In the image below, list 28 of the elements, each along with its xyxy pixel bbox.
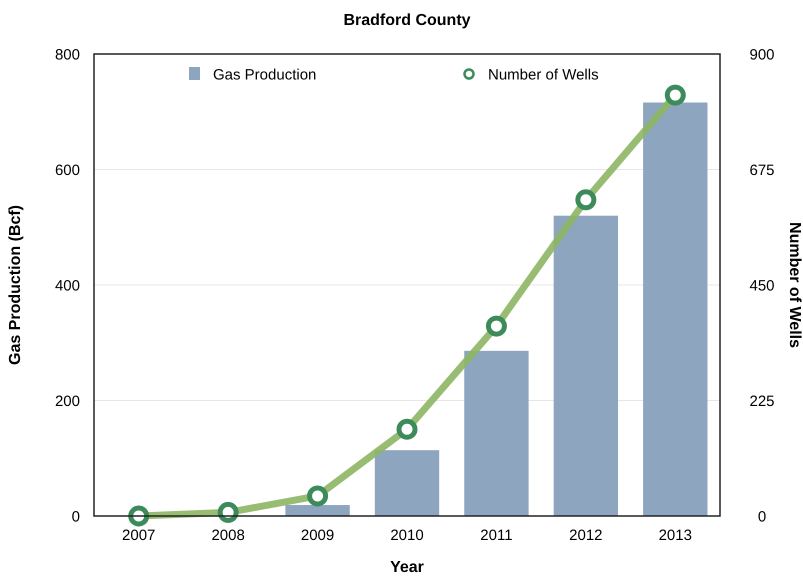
- x-tick-label: 2010: [390, 527, 424, 544]
- chart-title: Bradford County: [343, 12, 471, 29]
- y2-axis-title: Number of Wells: [786, 222, 803, 348]
- x-tick-label: 2009: [300, 527, 334, 544]
- legend-label: Gas Production: [213, 66, 316, 84]
- bar: [285, 505, 350, 516]
- y2-tick-label: 900: [749, 46, 775, 64]
- x-tick-label: 2012: [569, 527, 603, 544]
- x-tick-label: 2007: [122, 527, 156, 544]
- y-tick-label: 600: [54, 162, 80, 179]
- y-tick-label: 800: [54, 46, 80, 64]
- x-tick-label: 2011: [480, 527, 513, 544]
- y-tick-label: 200: [54, 392, 80, 410]
- y-axis-title: Gas Production (Bcf): [7, 204, 24, 366]
- legend-label: Number of Wells: [488, 66, 599, 84]
- y-tick-label: 400: [54, 277, 80, 294]
- bar: [554, 216, 618, 516]
- bar: [374, 450, 440, 516]
- y2-tick-label: 675: [749, 162, 775, 179]
- bar: [464, 350, 529, 516]
- y-tick-label: 0: [72, 508, 80, 526]
- bar: [643, 102, 708, 516]
- y2-tick-label: 450: [749, 277, 775, 294]
- x-tick-label: 2013: [658, 527, 692, 544]
- x-tick-label: 2008: [211, 527, 245, 544]
- x-axis-title: Year: [390, 559, 424, 576]
- y2-tick-label: 225: [749, 392, 775, 410]
- y2-tick-label: 0: [758, 508, 766, 526]
